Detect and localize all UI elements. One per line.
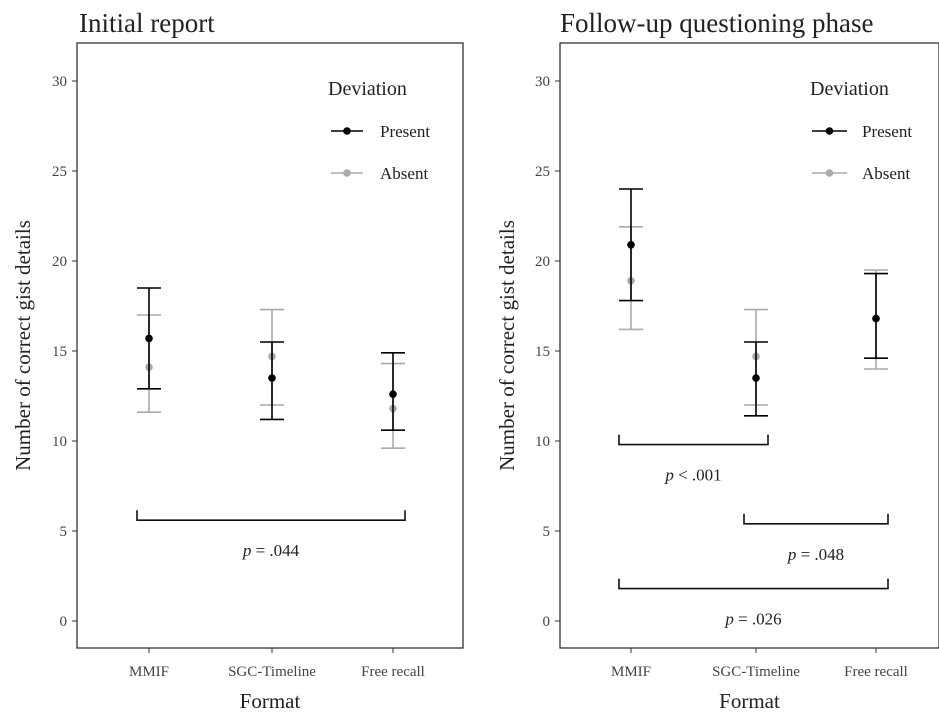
- significance-bracket: p = .044: [136, 510, 406, 560]
- y-tick-label: 20: [52, 254, 67, 270]
- data-point: [752, 374, 760, 382]
- legend: Deviation Present Absent: [328, 78, 430, 183]
- significance-bracket: p = .048: [743, 513, 889, 564]
- chart-panel-2: Follow-up questioning phase 0 5 10 15 20 25 30 M…: [495, 8, 939, 713]
- bracket-line: [618, 578, 889, 590]
- y-axis-title: Number of correct gist details: [495, 220, 519, 471]
- y-tick-label: 25: [52, 164, 67, 180]
- x-axis-title: Format: [719, 689, 780, 713]
- legend-label: Absent: [380, 164, 428, 183]
- data-point: [872, 314, 880, 323]
- y-tick-label: 10: [535, 434, 550, 450]
- x-tick-label: MMIF: [611, 664, 651, 680]
- plot-frame: [76, 42, 464, 649]
- y-tick-label: 0: [60, 614, 68, 630]
- y-tick-label: 5: [543, 524, 551, 540]
- data-point: [389, 390, 397, 399]
- legend-marker: [343, 169, 351, 177]
- legend: Deviation Present Absent: [810, 78, 912, 183]
- data-point: [145, 334, 153, 343]
- legend-title: Deviation: [810, 78, 889, 100]
- y-tick-label: 5: [60, 524, 68, 540]
- legend-label: Absent: [862, 164, 910, 183]
- y-tick-label: 20: [535, 254, 550, 270]
- data-point: [268, 374, 276, 382]
- y-tick-label: 15: [52, 344, 67, 360]
- legend-title: Deviation: [328, 78, 407, 100]
- p-value-label: p = .044: [242, 541, 300, 560]
- significance-bracket: p < .001: [618, 434, 769, 485]
- legend-marker: [825, 169, 834, 177]
- legend-label: Present: [862, 122, 912, 141]
- significance-bracket: p = .026: [618, 578, 889, 629]
- legend-label: Present: [380, 122, 430, 141]
- bracket-line: [618, 434, 769, 446]
- p-value-label: p < .001: [664, 466, 721, 485]
- p-value-label: p = .026: [724, 610, 781, 629]
- y-tick-label: 15: [535, 344, 550, 360]
- bracket-line: [136, 510, 406, 521]
- bracket-line: [743, 513, 889, 525]
- x-tick-label: Free recall: [361, 664, 425, 680]
- chart-title: Follow-up questioning phase: [560, 8, 873, 38]
- p-value-label: p = .048: [787, 545, 844, 564]
- y-axis-title: Number of correct gist details: [11, 220, 35, 471]
- chart-title: Initial report: [79, 8, 215, 38]
- x-tick-label: SGC-Timeline: [712, 664, 800, 680]
- y-tick-label: 25: [535, 164, 550, 180]
- x-tick-label: MMIF: [129, 664, 169, 680]
- x-tick-label: Free recall: [844, 664, 908, 680]
- plot-frame: [559, 42, 939, 649]
- x-axis-title: Format: [240, 689, 301, 713]
- series-present: [137, 287, 405, 432]
- legend-marker: [825, 127, 834, 135]
- data-point: [627, 241, 635, 249]
- chart-panel-1: Initial report 0 5 10 15 20 25 30 MMIF SGC-Timeli…: [11, 8, 464, 713]
- y-tick-label: 0: [543, 614, 551, 630]
- y-tick-label: 10: [52, 434, 67, 450]
- y-tick-label: 30: [535, 74, 550, 90]
- x-tick-label: SGC-Timeline: [228, 664, 316, 680]
- y-tick-label: 30: [52, 74, 67, 90]
- legend-marker: [343, 127, 351, 135]
- series-present: [619, 188, 888, 417]
